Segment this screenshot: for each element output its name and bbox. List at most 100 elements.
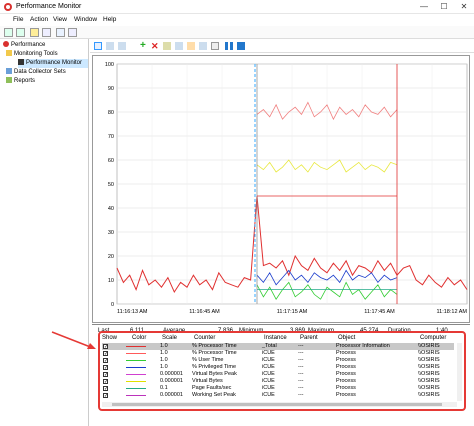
properties-icon[interactable] (68, 28, 77, 37)
properties-icon[interactable] (199, 42, 207, 50)
y-tick-label: 40 (108, 206, 114, 212)
menu-window[interactable]: Window (74, 16, 98, 23)
cell-scale: 1.0 (160, 364, 168, 370)
cell-instance: iCUE (262, 364, 275, 370)
header-parent[interactable]: Parent (300, 335, 318, 341)
folder-icon (6, 50, 12, 56)
show-checkbox[interactable]: ✓ (103, 358, 109, 364)
color-swatch (126, 374, 146, 375)
update-data-icon[interactable] (237, 42, 245, 50)
header-color[interactable]: Color (132, 335, 147, 341)
cell-counter: % Privileged Time (192, 364, 237, 370)
freeze-display-icon[interactable] (225, 42, 233, 50)
copy-properties-icon[interactable] (175, 42, 183, 50)
color-swatch (126, 395, 146, 396)
y-tick-label: 20 (108, 254, 114, 260)
show-checkbox[interactable]: ✓ (103, 393, 109, 399)
menu-file[interactable]: File (13, 16, 24, 23)
show-checkbox[interactable]: ✓ (103, 379, 109, 385)
up-folder-icon[interactable] (30, 28, 39, 37)
menu-bar: File Action View Window Help (0, 14, 474, 26)
show-checkbox[interactable]: ✓ (103, 365, 109, 371)
show-checkbox[interactable]: ✓ (103, 344, 109, 350)
perfmon-app-icon (4, 3, 12, 11)
cell-object: Process (336, 392, 356, 398)
main-toolbar (0, 26, 474, 39)
legend-row[interactable]: ✓ 1.0 % Privileged Time iCUE --- Process \\OSI… (102, 364, 454, 371)
cell-instance: iCUE (262, 350, 275, 356)
legend-row[interactable]: ✓ 1.0 % Processor Time _Total --- Processor I… (102, 343, 454, 350)
menu-help[interactable]: Help (103, 16, 117, 23)
graph-toolbar: + ✕ (90, 39, 474, 53)
header-show[interactable]: Show (102, 335, 118, 341)
cell-scale: 0.1 (160, 385, 168, 391)
show-hide-tree-icon[interactable] (42, 28, 51, 37)
legend-row[interactable]: ✓ 1.0 % User Time iCUE --- Process \\OSIRIS (102, 357, 454, 364)
cell-object: Process (336, 350, 356, 356)
legend-row[interactable]: ✓ 0.1 Page Faults/sec iCUE --- Process \\OSIRI… (102, 385, 454, 392)
series-line-1 (256, 101, 398, 121)
tree-item-performance[interactable]: Performance (3, 41, 45, 50)
cell-object: Process (336, 364, 356, 370)
header-instance[interactable]: Instance (264, 335, 287, 341)
show-checkbox[interactable]: ✓ (103, 386, 109, 392)
legend-header: Show Color Scale Counter Instance Parent… (102, 335, 462, 343)
cell-counter: % User Time (192, 357, 224, 363)
maximize-button[interactable]: ☐ (440, 2, 448, 11)
header-scale[interactable]: Scale (162, 335, 178, 341)
legend-vertical-scrollbar[interactable] (457, 343, 462, 401)
cell-instance: _Total (262, 343, 277, 349)
graph-frame: 100 90 80 70 60 50 40 30 20 10 0 11:16:13 AM 11:16:4… (92, 55, 470, 323)
show-checkbox[interactable]: ✓ (103, 372, 109, 378)
cell-computer: \\OSIRIS (418, 385, 440, 391)
menu-action[interactable]: Action (30, 16, 49, 23)
tree-item-monitoring-tools[interactable]: Monitoring Tools (6, 50, 58, 59)
cell-scale: 1.0 (160, 357, 168, 363)
forward-icon[interactable] (16, 28, 25, 37)
cell-computer: \\OSIRIS (418, 357, 440, 363)
header-object[interactable]: Object (338, 335, 356, 341)
close-button[interactable]: ✕ (460, 2, 468, 11)
view-log-data-icon[interactable] (106, 42, 114, 50)
menu-view[interactable]: View (53, 16, 67, 23)
legend-row[interactable]: ✓ 0.000001 Working Set Peak iCUE --- Process \… (102, 392, 454, 399)
tree-item-reports[interactable]: Reports (6, 77, 35, 86)
legend-horizontal-scrollbar[interactable] (102, 402, 457, 407)
cell-counter: Working Set Peak (192, 392, 236, 398)
change-graph-type-icon[interactable] (118, 42, 126, 50)
legend-row[interactable]: ✓ 0.000001 Virtual Bytes Peak iCUE --- Proces… (102, 371, 454, 378)
delete-counter-icon[interactable]: ✕ (151, 41, 159, 51)
header-counter[interactable]: Counter (194, 335, 216, 341)
cell-instance: iCUE (262, 378, 275, 384)
color-swatch (126, 367, 146, 368)
help-icon[interactable] (56, 28, 65, 37)
back-icon[interactable] (4, 28, 13, 37)
minimize-button[interactable]: — (420, 2, 428, 11)
y-tick-label: 10 (108, 278, 114, 284)
color-swatch (126, 381, 146, 382)
cell-object: Process (336, 385, 356, 391)
x-tick-label: 11:17:15 AM (277, 309, 308, 315)
zoom-icon[interactable] (211, 42, 219, 50)
cell-computer: \\OSIRIS (418, 364, 440, 370)
paste-counter-list-icon[interactable] (187, 42, 195, 50)
cell-counter: % Processor Time (192, 350, 237, 356)
cell-parent: --- (298, 357, 304, 363)
cell-parent: --- (298, 364, 304, 370)
show-checkbox[interactable]: ✓ (103, 351, 109, 357)
tree-item-performance-monitor[interactable]: Performance Monitor (18, 59, 88, 68)
y-tick-label: 100 (105, 62, 114, 68)
view-current-activity-icon[interactable] (94, 42, 102, 50)
tree-item-data-collector-sets[interactable]: Data Collector Sets (6, 68, 66, 77)
cell-parent: --- (298, 378, 304, 384)
y-tick-label: 60 (108, 158, 114, 164)
legend-row[interactable]: ✓ 1.0 % Processor Time iCUE --- Process \\OSIR… (102, 350, 454, 357)
header-computer[interactable]: Computer (420, 335, 447, 341)
legend-row[interactable]: ✓ 0.000001 Virtual Bytes iCUE --- Process \\OS… (102, 378, 454, 385)
highlight-icon[interactable] (163, 42, 171, 50)
cell-computer: \\OSIRIS (418, 343, 440, 349)
console-tree: Performance Monitoring Tools Performance… (0, 39, 89, 426)
add-counter-icon[interactable]: + (140, 40, 146, 51)
scrollbar-thumb[interactable] (112, 403, 442, 406)
